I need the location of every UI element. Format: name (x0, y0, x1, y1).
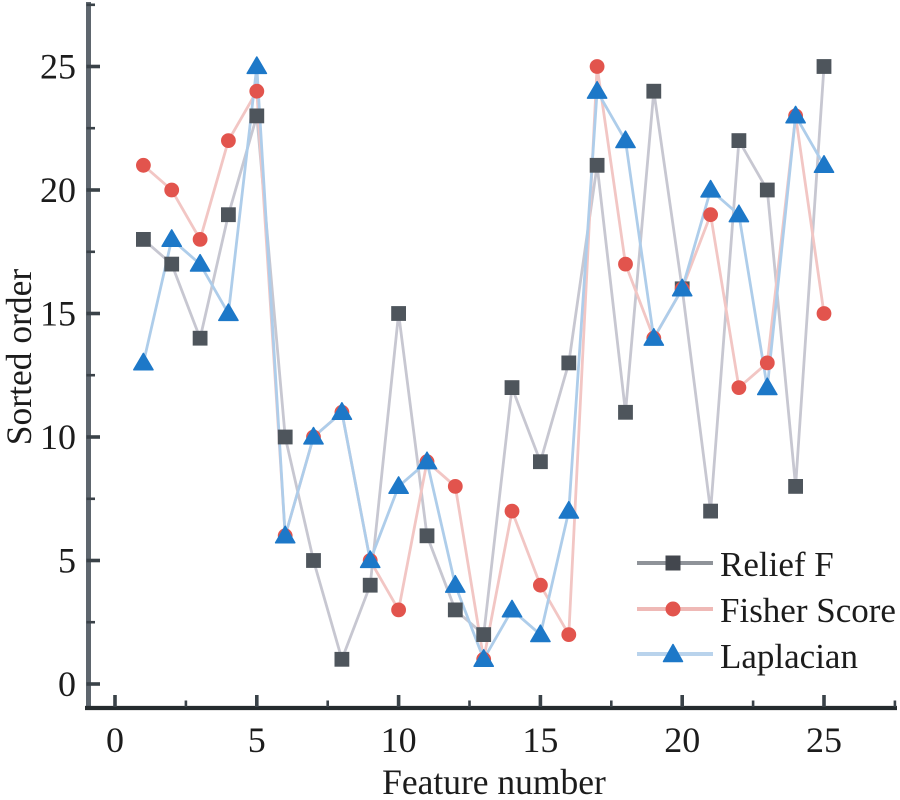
svg-text:0: 0 (106, 720, 124, 760)
svg-text:10: 10 (381, 720, 417, 760)
svg-text:Laplacian: Laplacian (720, 637, 858, 676)
svg-text:25: 25 (40, 47, 76, 87)
svg-text:20: 20 (664, 720, 700, 760)
svg-text:Feature number: Feature number (382, 762, 606, 800)
svg-text:Fisher Score: Fisher Score (720, 591, 896, 630)
svg-text:Sorted order: Sorted order (0, 269, 39, 446)
svg-text:10: 10 (40, 417, 76, 457)
svg-text:Relief F: Relief F (720, 545, 834, 584)
svg-text:5: 5 (248, 720, 266, 760)
svg-text:25: 25 (806, 720, 842, 760)
svg-text:5: 5 (58, 541, 76, 581)
svg-text:20: 20 (40, 170, 76, 210)
svg-text:15: 15 (40, 294, 76, 334)
svg-text:0: 0 (58, 664, 76, 704)
svg-text:15: 15 (522, 720, 558, 760)
